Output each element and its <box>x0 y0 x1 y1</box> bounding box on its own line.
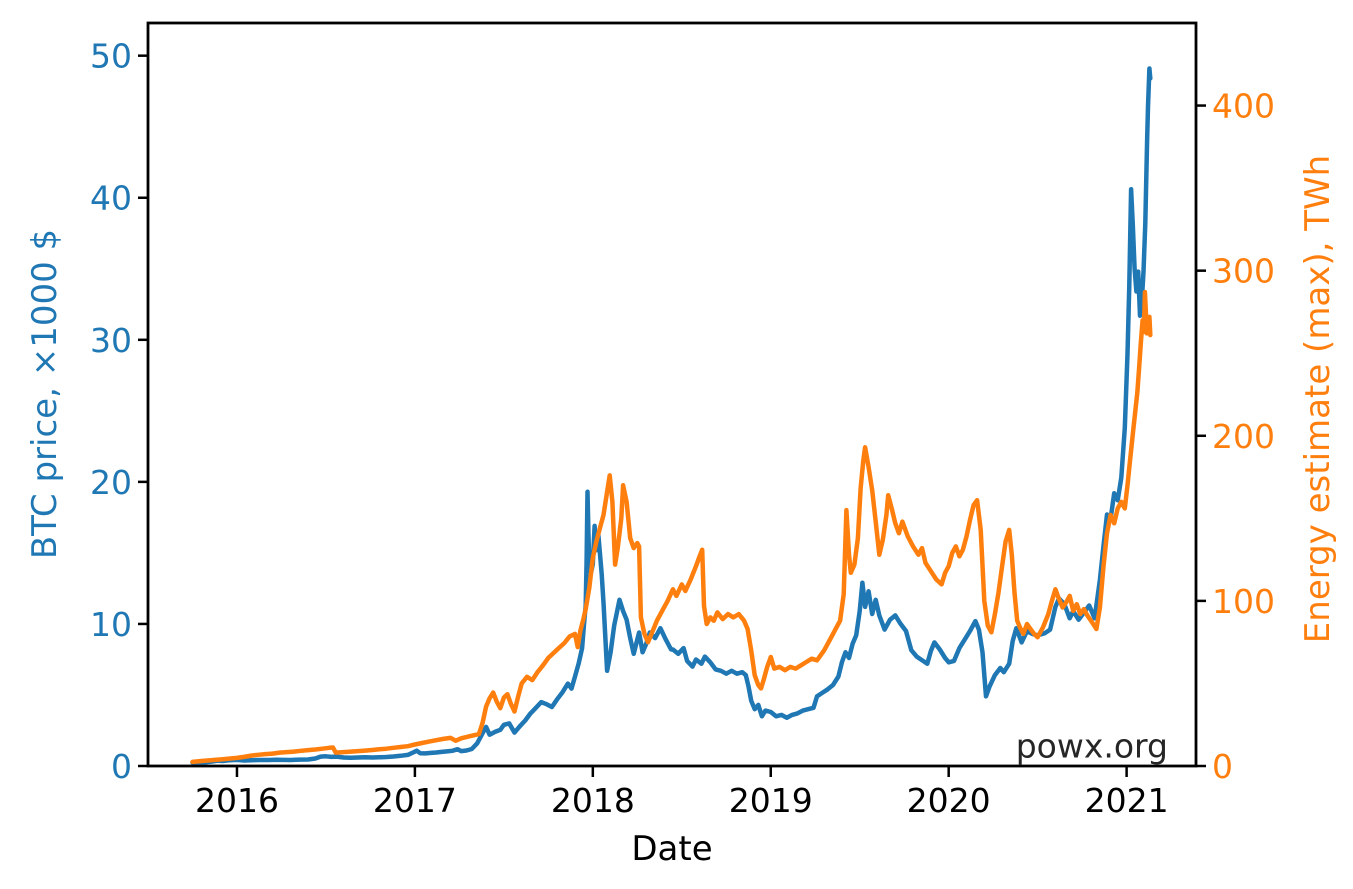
y-left-tick-label: 20 <box>90 463 132 502</box>
x-tick-label: 2019 <box>729 781 813 820</box>
y-axis-label-left: BTC price, ×1000 $ <box>25 228 65 560</box>
x-tick-label: 2018 <box>551 781 635 820</box>
plot-border <box>146 21 1198 768</box>
y-right-tick-label: 100 <box>1212 582 1275 621</box>
x-axis-label: Date <box>631 829 713 869</box>
y-right-tick-label: 300 <box>1212 252 1275 291</box>
btc-price-line <box>190 66 1153 765</box>
y-left-tick-label: 50 <box>90 37 132 76</box>
y-right-tick-label: 0 <box>1212 747 1233 786</box>
x-tick-label: 2017 <box>373 781 457 820</box>
y-left-tick-label: 30 <box>90 321 132 360</box>
y-left-tick-label: 0 <box>111 747 132 786</box>
x-tick-label: 2016 <box>195 781 279 820</box>
watermark-text: powx.org <box>1015 726 1168 766</box>
x-tick-label: 2021 <box>1085 781 1169 820</box>
y-right-tick-label: 200 <box>1212 417 1275 456</box>
y-left-tick-label: 40 <box>90 179 132 218</box>
x-tick-label: 2020 <box>907 781 991 820</box>
y-right-tick-label: 400 <box>1212 87 1275 126</box>
y-left-tick-label: 10 <box>90 605 132 644</box>
y-axis-label-right: Energy estimate (max), TWh <box>1298 154 1338 644</box>
energy-estimate-line <box>190 289 1153 765</box>
